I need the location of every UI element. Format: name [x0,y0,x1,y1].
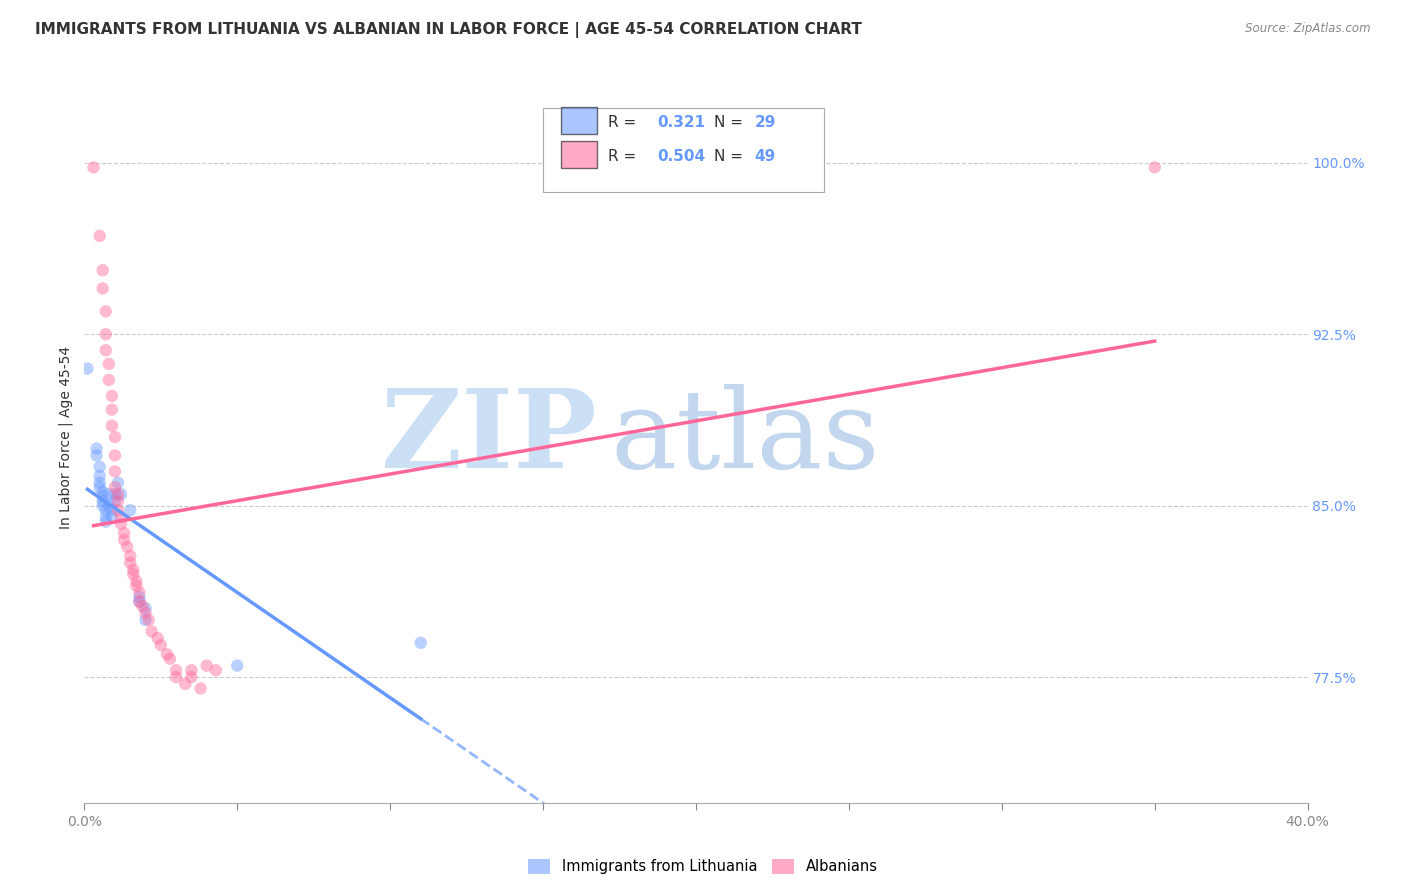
FancyBboxPatch shape [543,108,824,192]
Point [107,475,129,490]
Point [107,503,129,517]
Point [120,556,142,570]
Point [104,464,127,478]
Point [195,658,218,673]
Point [226,658,249,673]
Text: 29: 29 [755,115,776,130]
Point [135,613,157,627]
Point [110,487,132,501]
Point [89,475,111,490]
Point [94,515,117,529]
Text: 0.504: 0.504 [657,150,704,164]
Point [76,361,98,376]
Text: Source: ZipAtlas.com: Source: ZipAtlas.com [1246,22,1371,36]
Point [91,484,114,499]
Text: 49: 49 [755,150,776,164]
Point [138,613,160,627]
Point [104,487,127,501]
Point [128,590,150,604]
Point [101,402,124,417]
Point [165,663,187,677]
Y-axis label: In Labor Force | Age 45-54: In Labor Force | Age 45-54 [59,345,73,529]
Point [83,161,105,175]
Point [131,599,153,614]
Point [165,670,187,684]
Point [174,677,197,691]
Point [156,647,179,661]
Point [89,459,111,474]
FancyBboxPatch shape [561,141,598,168]
Text: IMMIGRANTS FROM LITHUANIA VS ALBANIAN IN LABOR FORCE | AGE 45-54 CORRELATION CHA: IMMIGRANTS FROM LITHUANIA VS ALBANIAN IN… [35,22,862,38]
Point [94,327,117,342]
Point [86,442,108,456]
Text: 0.321: 0.321 [657,115,704,130]
Point [91,263,114,277]
Point [91,490,114,504]
Point [180,670,202,684]
Text: N =: N = [714,115,744,130]
Point [101,503,124,517]
Point [104,430,127,444]
Text: ZIP: ZIP [381,384,598,491]
Text: R =: R = [607,150,641,164]
Point [125,579,148,593]
Point [94,503,117,517]
Point [97,373,120,387]
Point [107,487,129,501]
Point [112,533,135,547]
Point [101,389,124,403]
Point [86,448,108,462]
Point [120,503,142,517]
Point [159,652,181,666]
Point [110,510,132,524]
Text: atlas: atlas [610,384,880,491]
Point [97,357,120,371]
Point [128,585,150,599]
Point [97,487,120,501]
Point [110,516,132,531]
Point [135,606,157,620]
Point [91,494,114,508]
Point [146,631,169,645]
Point [89,480,111,494]
Point [107,494,129,508]
Point [190,681,212,696]
Point [94,304,117,318]
Point [122,567,145,582]
Point [104,480,127,494]
Point [1143,161,1166,175]
Point [128,594,150,608]
Point [91,499,114,513]
Point [104,448,127,462]
Point [122,563,145,577]
Point [205,663,228,677]
Point [89,228,111,243]
Legend: Immigrants from Lithuania, Albanians: Immigrants from Lithuania, Albanians [523,853,883,880]
Point [115,540,138,554]
Point [91,281,114,295]
Point [94,343,117,358]
Point [409,636,432,650]
Point [104,494,127,508]
Point [94,510,117,524]
Text: N =: N = [714,150,744,164]
Text: R =: R = [607,115,641,130]
Point [89,469,111,483]
FancyBboxPatch shape [561,107,598,134]
Point [97,499,120,513]
Point [120,549,142,563]
Point [101,418,124,433]
Point [125,574,148,588]
Point [149,638,172,652]
Point [112,526,135,541]
Point [141,624,163,639]
Point [135,601,157,615]
Point [128,594,150,608]
Point [180,663,202,677]
Point [101,510,124,524]
